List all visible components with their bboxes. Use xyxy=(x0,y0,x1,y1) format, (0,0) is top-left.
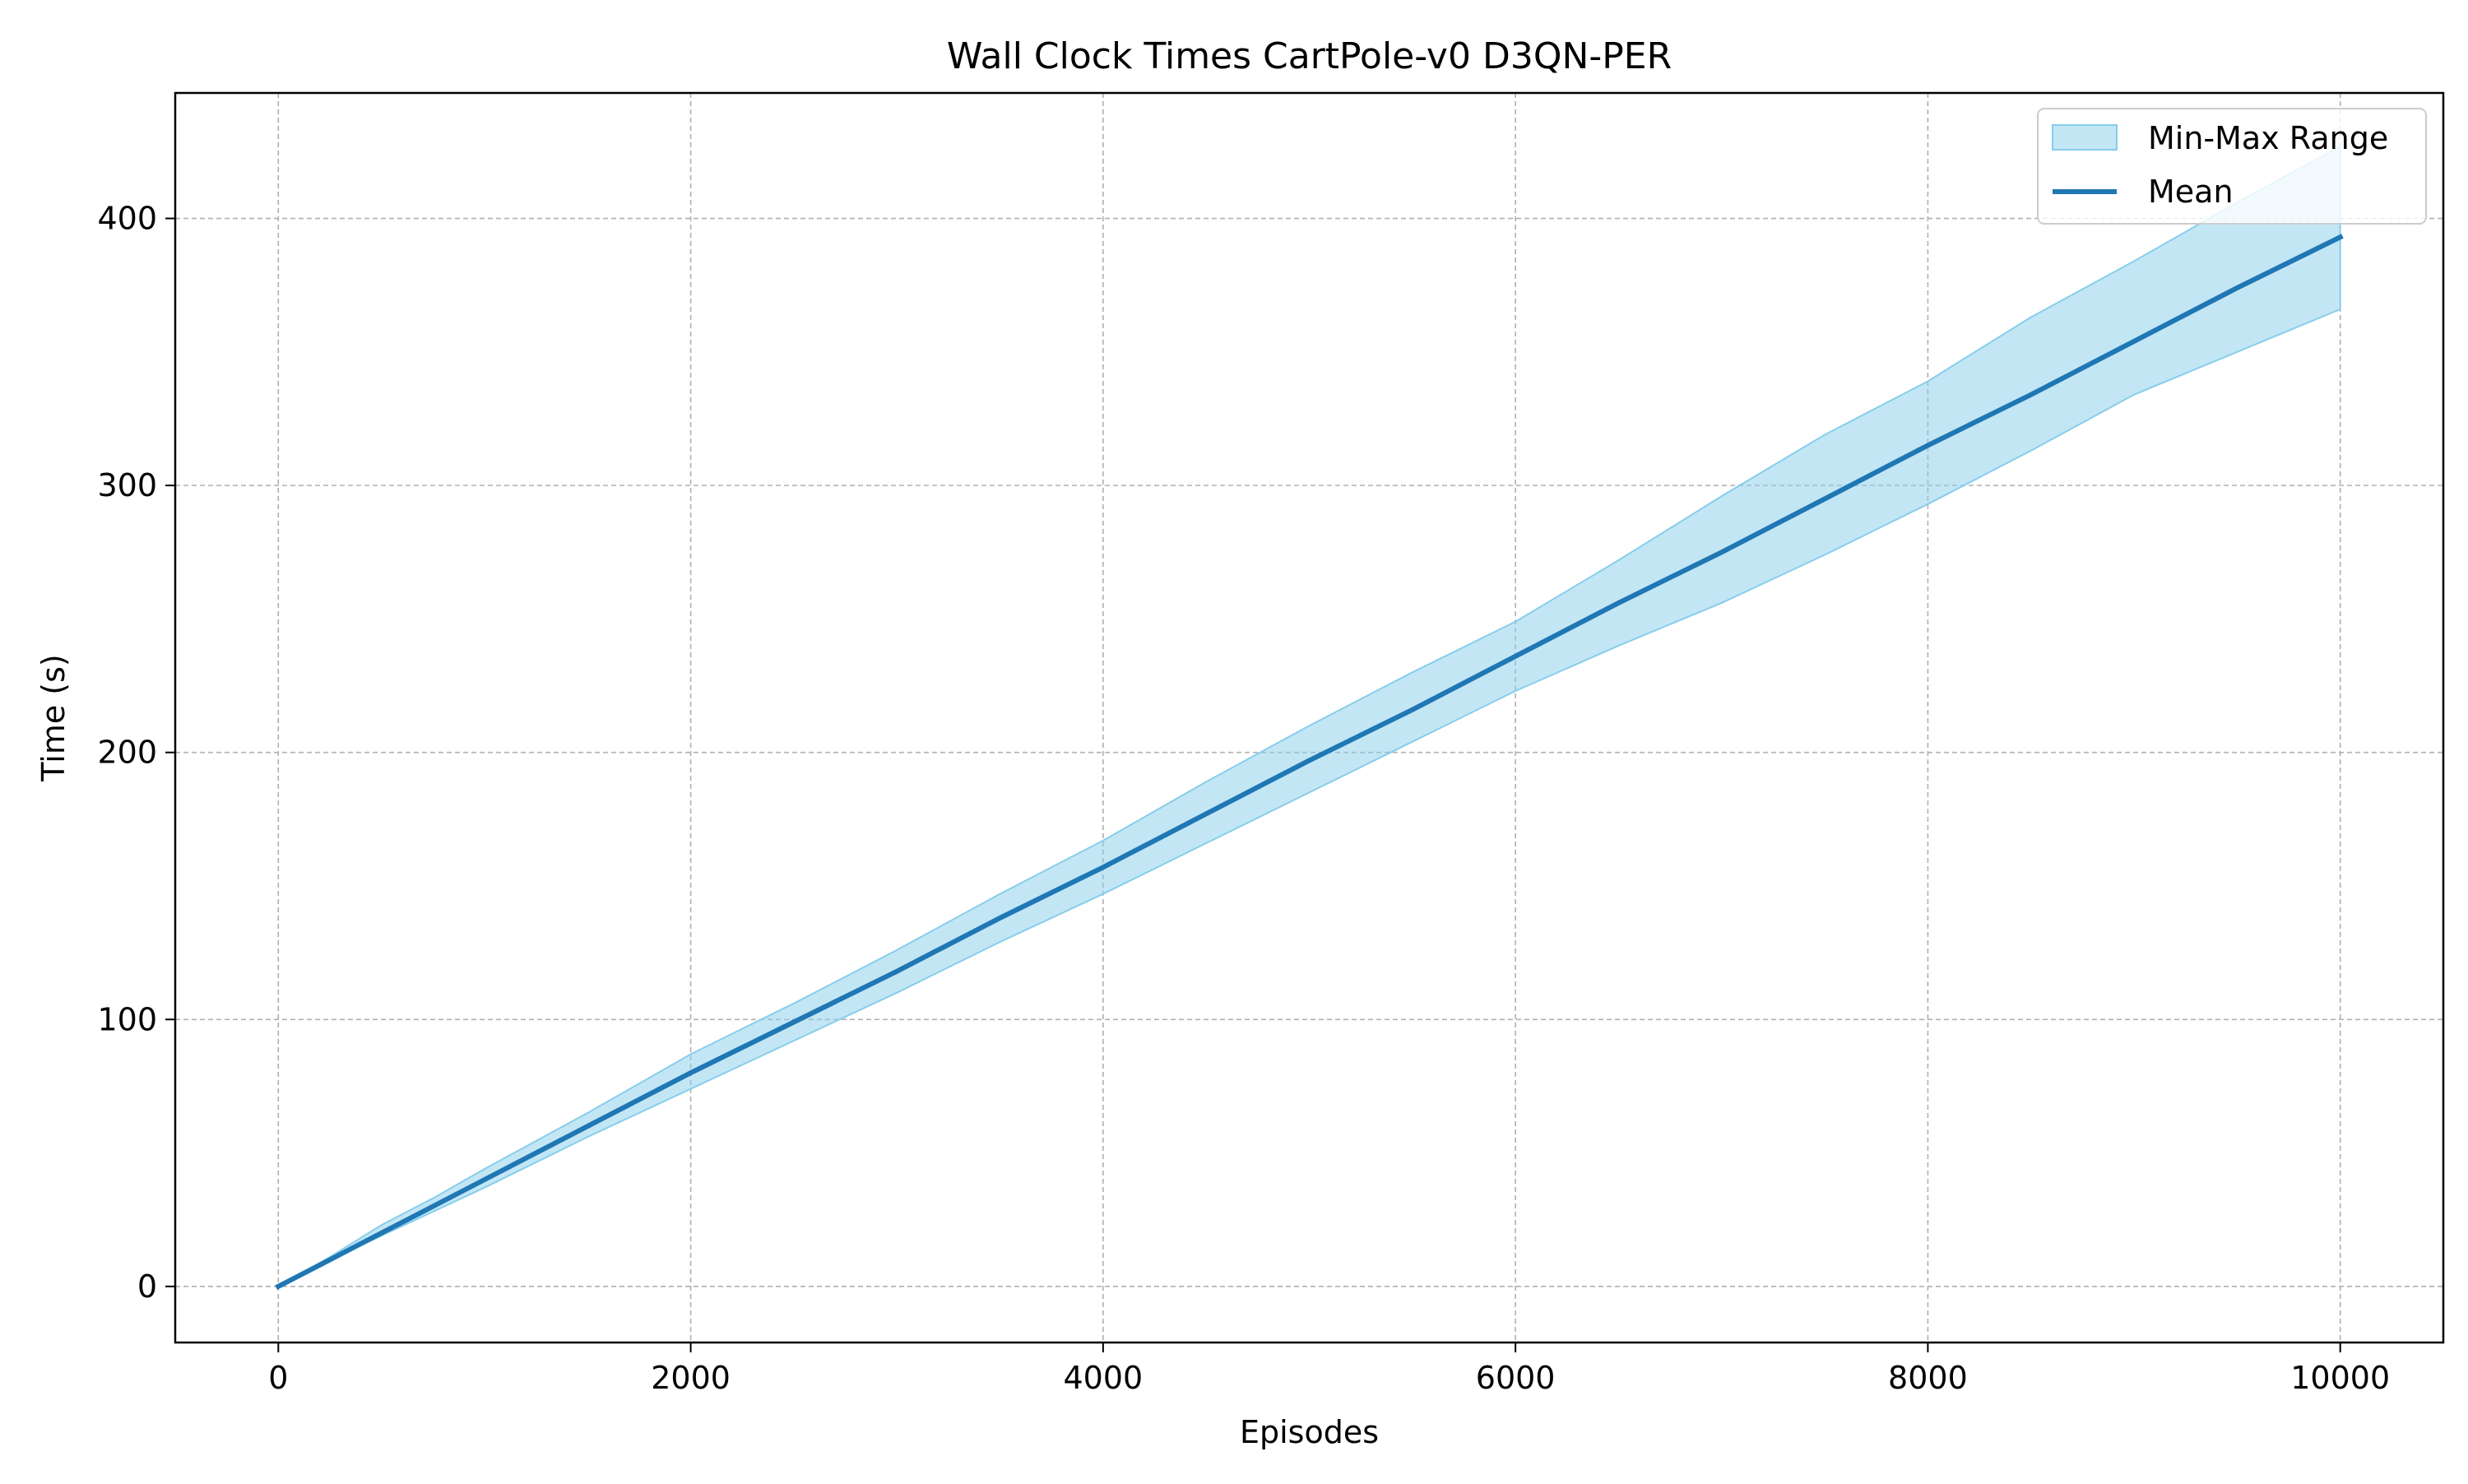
x-axis-ticks: 0 2000 4000 6000 8000 10000 xyxy=(268,1343,2390,1396)
x-axis-label: Episodes xyxy=(1240,1414,1379,1450)
series-layer xyxy=(275,145,2344,1290)
chart-title: Wall Clock Times CartPole-v0 D3QN-PER xyxy=(947,35,1672,77)
legend: Min-Max Range Mean xyxy=(2037,108,2427,225)
plot-frame xyxy=(174,91,2445,1344)
y-tick-label: 300 xyxy=(97,467,157,503)
min-max-range-band xyxy=(277,145,2341,1287)
x-tick-label: 2000 xyxy=(651,1360,731,1396)
legend-label-range: Min-Max Range xyxy=(2148,120,2388,156)
mean-line xyxy=(275,234,2344,1290)
y-tick-label: 200 xyxy=(97,735,157,771)
y-axis-ticks: 0 100 200 300 400 xyxy=(97,201,175,1305)
legend-label-mean: Mean xyxy=(2148,174,2234,210)
x-tick-label: 0 xyxy=(268,1360,288,1396)
x-tick-label: 10000 xyxy=(2290,1360,2390,1396)
x-tick-label: 8000 xyxy=(1888,1360,1968,1396)
y-axis-label: Time (s) xyxy=(35,654,72,782)
x-tick-label: 4000 xyxy=(1064,1360,1144,1396)
legend-box xyxy=(2037,108,2427,225)
y-tick-label: 400 xyxy=(97,201,157,237)
legend-swatch-range xyxy=(2052,124,2118,151)
x-tick-label: 6000 xyxy=(1476,1360,1556,1396)
y-tick-label: 100 xyxy=(97,1001,157,1037)
y-tick-label: 0 xyxy=(137,1268,157,1305)
